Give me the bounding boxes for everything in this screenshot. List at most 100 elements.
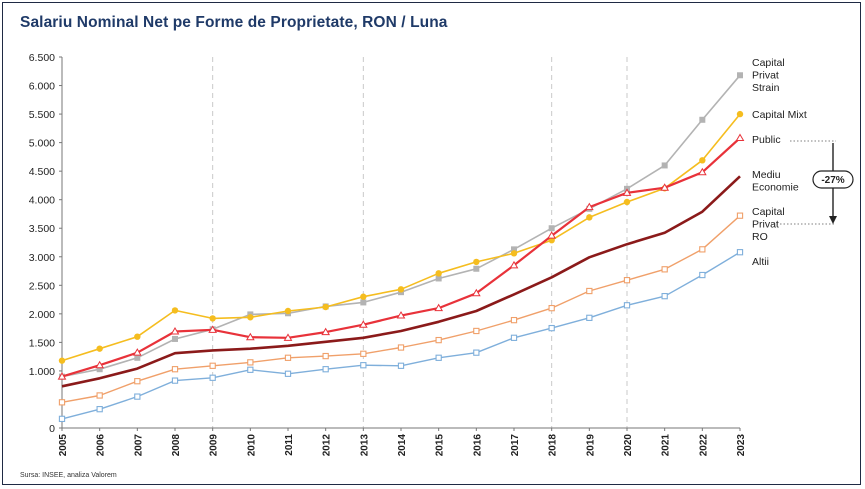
data-point-capital-privat-ro (736, 212, 744, 219)
data-point-capital-privat-ro (284, 354, 292, 361)
data-point-capital-privat-strain (172, 335, 178, 342)
data-point-capital-privat-ro (510, 316, 518, 324)
data-point-altii (661, 293, 668, 300)
x-tick-label: 2023 (736, 434, 747, 457)
data-point-capital-privat-ro (247, 359, 254, 366)
data-point-capital-privat-ro (209, 362, 216, 369)
data-point-capital-privat-ro (96, 392, 103, 399)
data-point-capital-privat-ro (322, 352, 329, 360)
data-point-altii (284, 370, 292, 377)
data-point-altii (58, 415, 66, 423)
data-point-public (170, 327, 180, 335)
x-tick-label: 2007 (133, 434, 144, 457)
data-point-capital-privat-ro (397, 344, 405, 351)
data-point-capital-mixt (171, 307, 179, 314)
data-point-capital-privat-strain (96, 366, 103, 373)
data-point-capital-privat-ro (623, 277, 631, 284)
data-point-capital-privat-ro (360, 350, 367, 357)
data-point-public (95, 360, 105, 369)
data-point-public (321, 327, 331, 336)
data-point-altii (548, 324, 555, 332)
data-point-altii (397, 362, 405, 369)
data-point-public (697, 167, 707, 176)
data-point-public (245, 332, 255, 341)
x-tick-label: 2018 (548, 434, 559, 457)
data-point-capital-privat-strain (737, 72, 743, 79)
data-point-capital-mixt (623, 198, 631, 206)
y-tick-label: 2.000 (29, 309, 55, 321)
data-point-capital-privat-ro (548, 304, 555, 312)
y-tick-label: 3.500 (29, 223, 55, 235)
series-line-mediu-economie (61, 175, 741, 388)
x-tick-label: 2022 (698, 434, 709, 457)
y-tick-label: 6.500 (29, 52, 55, 64)
legend-label-public: Public (752, 134, 781, 146)
data-point-capital-privat-ro (699, 246, 706, 253)
data-point-altii (623, 302, 631, 309)
x-tick-label: 2005 (58, 434, 69, 457)
data-point-altii (360, 362, 367, 369)
chart-title: Salariu Nominal Net pe Forme de Propriet… (20, 14, 448, 31)
data-point-capital-privat-ro (58, 399, 66, 406)
x-tick-label: 2014 (397, 434, 408, 457)
data-point-public (283, 333, 293, 341)
data-point-capital-mixt (247, 314, 254, 321)
data-point-public (471, 288, 481, 297)
data-point-altii (586, 314, 593, 321)
x-tick-label: 2011 (284, 434, 295, 456)
annotation-badge (812, 170, 854, 189)
y-tick-label: 5.500 (29, 109, 55, 121)
data-point-capital-mixt (58, 357, 66, 364)
data-point-capital-mixt (134, 333, 141, 340)
legend-label-mediu-economie: Mediu (752, 169, 781, 181)
data-point-capital-mixt (586, 214, 593, 221)
x-tick-label: 2020 (623, 434, 634, 457)
legend-label-capital-mixt: Capital Mixt (752, 109, 807, 121)
data-point-public (547, 231, 557, 239)
data-point-capital-privat-ro (586, 287, 593, 295)
legend-label-capital-privat-strain: Capital (752, 57, 785, 69)
data-point-capital-mixt (510, 250, 518, 257)
x-tick-label: 2017 (510, 434, 521, 457)
data-point-altii (247, 366, 254, 373)
y-tick-label: 1.000 (29, 366, 55, 378)
data-point-public (434, 303, 444, 312)
legend-label-capital-privat-ro: Privat (752, 219, 779, 231)
data-point-public (622, 188, 632, 196)
x-tick-label: 2021 (661, 434, 672, 457)
data-point-altii (96, 406, 103, 413)
data-point-capital-mixt (473, 258, 480, 266)
y-tick-label: 1.500 (29, 337, 55, 349)
data-point-capital-privat-ro (473, 327, 480, 335)
data-point-altii (473, 349, 480, 356)
legend-label-altii: Altii (752, 256, 769, 268)
y-tick-label: 3.000 (29, 252, 55, 264)
y-tick-label: 6.000 (29, 81, 55, 93)
data-point-altii (209, 374, 216, 381)
series-line-capital-privat-ro (61, 215, 741, 403)
x-tick-label: 2015 (435, 434, 446, 457)
data-point-capital-mixt (322, 303, 329, 311)
data-point-capital-privat-ro (661, 266, 668, 273)
data-point-altii (134, 393, 141, 400)
data-point-capital-mixt (699, 157, 706, 164)
data-point-public (735, 133, 745, 142)
data-point-public (509, 260, 519, 269)
series-line-public (61, 137, 741, 378)
data-point-capital-mixt (360, 293, 367, 300)
data-point-capital-privat-strain (548, 225, 555, 232)
data-point-capital-mixt (209, 315, 216, 322)
data-point-capital-mixt (736, 110, 744, 118)
data-point-public (208, 325, 218, 333)
data-point-altii (510, 334, 518, 341)
data-point-public (396, 311, 406, 319)
series-line-capital-mixt (61, 113, 741, 362)
data-point-capital-privat-strain (360, 299, 367, 306)
legend-label-capital-privat-ro: RO (752, 231, 768, 243)
data-point-capital-privat-strain (661, 162, 668, 169)
x-tick-label: 2006 (96, 434, 107, 457)
data-point-capital-mixt (435, 270, 442, 277)
x-tick-label: 2008 (171, 434, 182, 457)
